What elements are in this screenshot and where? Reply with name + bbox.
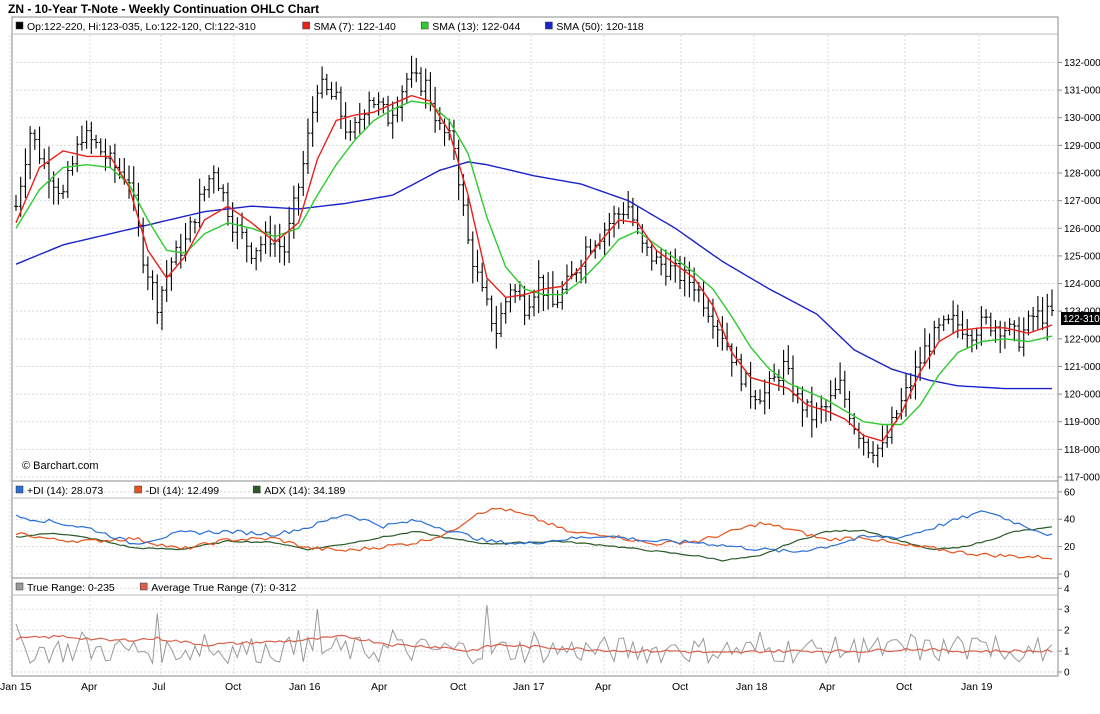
legend-swatch <box>15 21 24 30</box>
legend-swatch <box>139 582 148 591</box>
y-tick-label: 0 <box>1064 570 1070 581</box>
legend-label: SMA (7): 122-140 <box>314 21 396 33</box>
watermark: © Barchart.com <box>22 460 99 472</box>
y-tick-label: 122-000 <box>1064 334 1100 345</box>
legend-label: ADX (14): 34.189 <box>264 485 345 497</box>
y-tick-label: 1 <box>1064 647 1070 658</box>
dmi-legend: +DI (14): 28.073 -DI (14): 12.499 ADX (14)… <box>12 485 1058 499</box>
x-tick-label: Oct <box>896 681 912 693</box>
pdi-line <box>15 510 1053 553</box>
true-range-lines <box>15 604 1053 665</box>
legend-label: True Range: 0-235 <box>27 582 115 594</box>
y-tick-label: 2 <box>1064 626 1070 637</box>
x-tick-label: Jan 15 <box>0 681 32 693</box>
y-tick-label: 3 <box>1064 605 1070 616</box>
x-tick-label: Jan 18 <box>736 681 768 693</box>
x-tick-label: Apr <box>595 681 612 693</box>
y-tick-label: 125-000 <box>1064 251 1100 262</box>
sma7-line <box>15 94 1053 442</box>
last-price-box: 122-310 <box>1061 312 1100 325</box>
y-tick-label: 119-000 <box>1064 417 1100 428</box>
y-tick-label: 20 <box>1064 542 1076 553</box>
y-tick-label: 117-000 <box>1064 473 1100 484</box>
y-tick-label: 60 <box>1064 487 1076 498</box>
legend-swatch <box>302 21 310 30</box>
y-tick-label: 4 <box>1064 584 1070 595</box>
y-tick-label: 118-000 <box>1064 445 1100 456</box>
y-tick-label: 0 <box>1064 668 1070 679</box>
y-tick-label: 132-000 <box>1064 58 1100 69</box>
legend-label: SMA (13): 122-044 <box>432 21 520 33</box>
x-axis-labels: Jan 15 Apr Jul Oct Jan 16 Apr Oct Jan 17 Apr Oct J… <box>0 681 993 693</box>
legend-swatch <box>545 21 553 30</box>
true-range-legend: True Range: 0-235 Average True Range (7):… <box>12 582 1058 596</box>
y-tick-label: 128-000 <box>1064 169 1100 180</box>
y-tick-label: 130-000 <box>1064 113 1100 124</box>
panel-frames <box>11 16 1059 677</box>
x-tick-label: Apr <box>819 681 836 693</box>
chart-title: ZN - 10-Year T-Note - Weekly Continuatio… <box>8 2 319 16</box>
legend-label: Op:122-220, Hi:123-035, Lo:122-120, Cl:1… <box>27 21 256 33</box>
true-range-line <box>15 604 1053 665</box>
legend-swatch <box>252 485 261 494</box>
y-axis-labels: 117-000 118-000 119-000 120-000 121-000 122-0… <box>1058 58 1100 679</box>
y-tick-label: 121-000 <box>1064 362 1100 373</box>
x-tick-label: Jan 19 <box>961 681 993 693</box>
legend-swatch <box>134 485 142 494</box>
sma50-line <box>15 161 1052 390</box>
legend-label: SMA (50): 120-118 <box>556 21 644 33</box>
average-true-range-line <box>15 634 1053 654</box>
legend-swatch <box>420 21 429 30</box>
x-tick-label: Oct <box>450 681 466 693</box>
price-legend: Op:122-220, Hi:123-035, Lo:122-120, Cl:1… <box>12 21 1058 35</box>
x-tick-label: Jan 17 <box>513 681 545 693</box>
y-tick-label: 124-000 <box>1064 279 1100 290</box>
y-tick-label: 131-000 <box>1064 86 1100 97</box>
grid-lines <box>9 35 1058 676</box>
legend-label: -DI (14): 12.499 <box>146 485 220 497</box>
mdi-line <box>15 507 1053 560</box>
legend-label: +DI (14): 28.073 <box>27 485 103 497</box>
x-tick-label: Jul <box>152 681 165 693</box>
y-tick-label: 129-000 <box>1064 141 1100 152</box>
x-tick-label: Apr <box>81 681 98 693</box>
y-tick-label: 40 <box>1064 515 1076 526</box>
y-tick-label: 126-000 <box>1064 224 1100 235</box>
legend-label: Average True Range (7): 0-312 <box>151 582 296 594</box>
dmi-lines <box>15 507 1053 562</box>
y-tick-label: 120-000 <box>1064 390 1100 401</box>
x-tick-label: Oct <box>225 681 241 693</box>
x-tick-label: Apr <box>371 681 388 693</box>
x-tick-label: Oct <box>672 681 688 693</box>
y-tick-label: 127-000 <box>1064 196 1100 207</box>
moving-average-lines <box>15 94 1053 442</box>
x-tick-label: Jan 16 <box>289 681 321 693</box>
legend-swatch <box>15 485 24 494</box>
last-price-label: 122-310 <box>1063 314 1100 325</box>
legend-swatch <box>15 582 24 591</box>
